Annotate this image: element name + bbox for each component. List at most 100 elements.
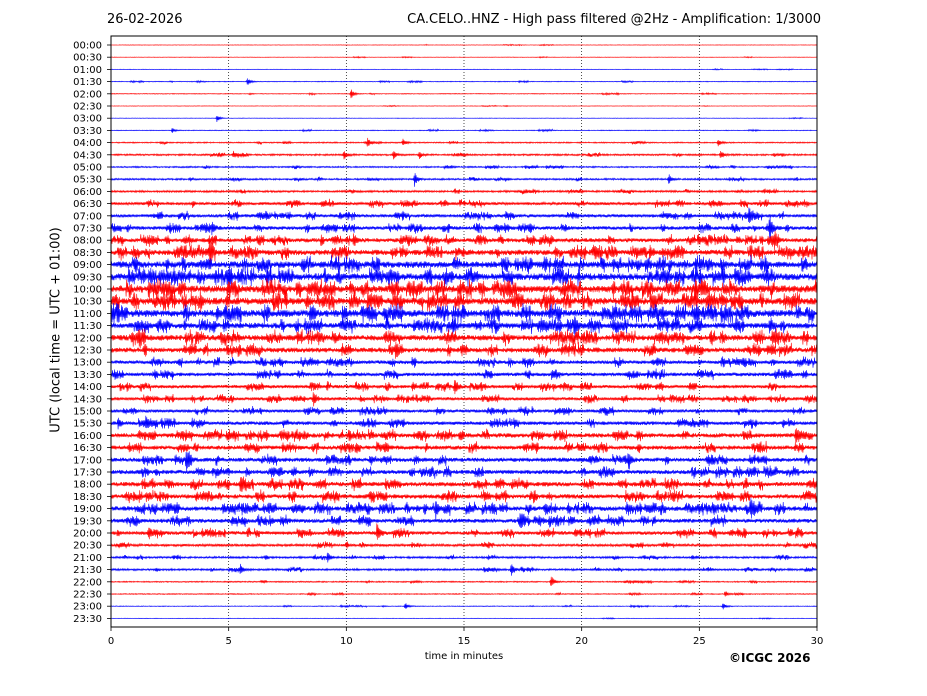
y-tick-label: 10:30 — [73, 297, 102, 308]
plot-frame — [110, 35, 818, 628]
y-tick-label: 08:30 — [73, 248, 102, 259]
y-tick-label: 10:00 — [73, 285, 102, 296]
y-tick-label: 11:00 — [73, 309, 102, 320]
trace-0230 — [111, 104, 817, 108]
trace-2330 — [111, 617, 817, 620]
trace-1300 — [111, 356, 817, 369]
x-tick-label: 0 — [108, 636, 114, 647]
y-tick-label: 22:30 — [73, 590, 102, 601]
trace-0800 — [111, 230, 817, 251]
y-tick-label: 02:00 — [73, 89, 102, 100]
x-tick-label: 5 — [225, 636, 231, 647]
trace-0830 — [111, 238, 817, 268]
trace-0030 — [111, 55, 817, 59]
trace-1230 — [111, 341, 817, 359]
trace-1700 — [111, 451, 817, 472]
y-tick-label: 09:30 — [73, 272, 102, 283]
y-tick-label: 07:30 — [73, 224, 102, 235]
trace-1430 — [111, 392, 817, 407]
y-tick-label: 18:00 — [73, 480, 102, 491]
y-tick-label: 17:00 — [73, 455, 102, 466]
trace-0000 — [111, 43, 817, 47]
y-tick-label: 14:30 — [73, 394, 102, 405]
y-tick-label: 23:00 — [73, 602, 102, 613]
y-tick-label: 19:00 — [73, 504, 102, 515]
trace-1730 — [111, 465, 817, 479]
trace-0700 — [111, 207, 817, 223]
trace-1000 — [111, 277, 817, 301]
y-tick-label: 15:00 — [73, 407, 102, 418]
y-tick-label: 05:00 — [73, 163, 102, 174]
x-tick-label: 10 — [340, 636, 353, 647]
y-tick-label: 06:00 — [73, 187, 102, 198]
y-tick-label: 01:30 — [73, 77, 102, 88]
y-tick-label: 16:30 — [73, 443, 102, 454]
trace-1330 — [111, 368, 817, 381]
copyright-label: ©ICGC 2026 — [729, 651, 811, 665]
trace-0300 — [111, 116, 817, 123]
y-tick-label: 18:30 — [73, 492, 102, 503]
x-axis-label: time in minutes — [424, 651, 504, 662]
trace-0930 — [111, 264, 817, 292]
y-tick-label: 09:00 — [73, 260, 102, 271]
trace-1200 — [111, 328, 817, 349]
trace-0400 — [111, 137, 817, 147]
trace-1030 — [111, 289, 817, 313]
trace-0100 — [111, 67, 817, 71]
y-tick-label: 07:00 — [73, 211, 102, 222]
y-tick-label: 14:00 — [73, 382, 102, 393]
y-tick-label: 20:00 — [73, 529, 102, 540]
trace-0600 — [111, 188, 817, 195]
trace-2000 — [111, 523, 817, 540]
trace-0200 — [111, 89, 817, 99]
y-tick-label: 21:00 — [73, 553, 102, 564]
trace-0730 — [111, 214, 817, 240]
x-tick-label: 25 — [693, 636, 706, 647]
y-tick-label: 03:00 — [73, 114, 102, 125]
trace-1600 — [111, 428, 817, 443]
y-tick-label: 12:00 — [73, 333, 102, 344]
y-tick-label: 04:30 — [73, 150, 102, 161]
y-tick-label: 00:30 — [73, 53, 102, 64]
trace-0500 — [111, 164, 817, 170]
y-tick-label: 02:30 — [73, 102, 102, 113]
trace-2030 — [111, 541, 817, 549]
trace-1930 — [111, 513, 817, 529]
trace-1630 — [111, 440, 817, 455]
trace-0630 — [111, 198, 817, 209]
trace-2200 — [111, 576, 817, 586]
trace-1100 — [111, 303, 817, 325]
y-tick-label: 20:30 — [73, 541, 102, 552]
y-tick-label: 03:30 — [73, 126, 102, 137]
y-tick-label: 01:00 — [73, 65, 102, 76]
y-tick-label: 16:00 — [73, 431, 102, 442]
y-tick-label: 11:30 — [73, 321, 102, 332]
trace-0900 — [111, 254, 817, 275]
trace-0430 — [111, 150, 817, 160]
y-tick-label: 21:30 — [73, 565, 102, 576]
chart-title: CA.CELO..HNZ - High pass filtered @2Hz -… — [407, 12, 821, 27]
y-tick-label: 05:30 — [73, 175, 102, 186]
trace-0330 — [111, 128, 817, 133]
x-tick-label: 30 — [811, 636, 824, 647]
trace-1900 — [111, 498, 817, 522]
y-tick-label: 15:30 — [73, 419, 102, 430]
y-tick-label: 13:00 — [73, 358, 102, 369]
trace-1130 — [111, 316, 817, 339]
y-tick-label: 23:30 — [73, 614, 102, 625]
y-tick-label: 00:00 — [73, 41, 102, 52]
trace-1800 — [111, 476, 817, 492]
y-tick-label: 22:00 — [73, 577, 102, 588]
trace-1530 — [111, 415, 817, 430]
y-tick-label: 19:30 — [73, 516, 102, 527]
y-tick-label: 13:30 — [73, 370, 102, 381]
y-tick-label: 08:00 — [73, 236, 102, 247]
y-tick-label: 12:30 — [73, 346, 102, 357]
date-label: 26-02-2026 — [107, 12, 183, 27]
trace-group — [111, 43, 817, 620]
y-tick-label: 06:30 — [73, 199, 102, 210]
trace-0530 — [111, 173, 817, 187]
trace-2130 — [111, 563, 817, 576]
x-tick-label: 20 — [575, 636, 588, 647]
